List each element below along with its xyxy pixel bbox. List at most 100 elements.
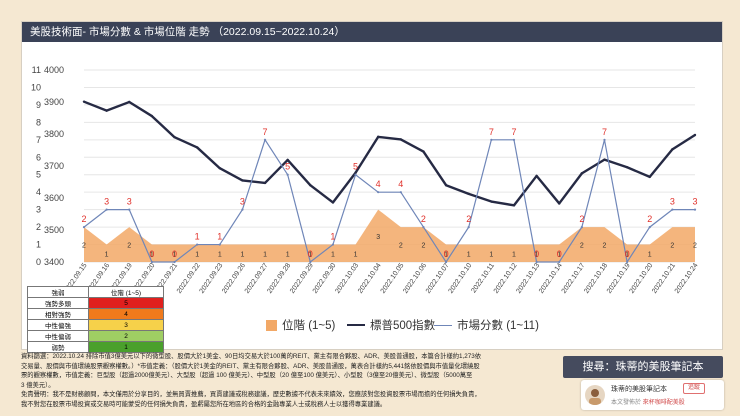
x-tick-label: 2022.10.04: [357, 262, 383, 295]
position-value-label: 1: [354, 251, 358, 258]
x-tick-label: 2022.10.13: [515, 262, 541, 295]
left-tick-label: 7: [36, 135, 41, 145]
score-value-label: 7: [489, 127, 494, 137]
position-value-label: 1: [648, 251, 652, 258]
sp500-point: [241, 179, 244, 182]
sp500-point: [82, 100, 86, 103]
score-point: [354, 173, 357, 176]
score-value-label: 0: [557, 249, 562, 259]
x-tick-label: 2022.10.14: [538, 262, 564, 295]
sp500-point: [354, 171, 357, 174]
position-swatch-icon: [266, 319, 277, 331]
left-tick-label: 5: [36, 170, 41, 180]
x-tick-label: 2022.10.24: [674, 262, 700, 295]
notes-text: 資料篩選：2022.10.24 排除市值3億美元以下的微型股、股價大於1美金、9…: [21, 353, 482, 408]
x-tick-label: 2022.09.27: [244, 262, 270, 295]
score-value-label: 7: [263, 127, 268, 137]
sp500-point: [535, 174, 538, 178]
x-tick-label: 2022.10.07: [425, 262, 451, 295]
legend: 位階 (1~5) 標普500指數 市場分數 (1~11): [22, 317, 722, 335]
position-value-label: 1: [557, 251, 561, 258]
score-point: [173, 260, 176, 264]
score-value-label: 3: [104, 197, 109, 207]
position-value-label: 1: [240, 251, 244, 258]
right-tick-label: 3500: [44, 225, 64, 235]
score-value-label: 7: [602, 127, 607, 137]
strength-row: 弱勢 1: [27, 341, 164, 353]
position-area: 2 1 2 1 1 1 1 1 1 1 1 1 1 3 2 2 1 1 1 1 1 1 2 2 1 1 2 2: [82, 209, 697, 262]
position-value-label: 2: [82, 243, 86, 250]
score-value-label: 5: [285, 162, 290, 172]
score-point: [286, 173, 289, 176]
profile-name: 珠蒂的美股筆記本: [611, 386, 667, 393]
sp500-point: [693, 133, 697, 137]
avatar-icon: [589, 389, 601, 405]
sp500-point: [309, 184, 312, 187]
sp500-point: [422, 150, 425, 153]
sp500-point: [105, 109, 108, 112]
strength-row: 中性偏強 3: [27, 319, 164, 331]
sp500-point: [603, 158, 606, 161]
score-point: [671, 208, 674, 211]
position-value-label: 2: [421, 243, 425, 250]
score-line: [83, 138, 695, 264]
score-value-label: 0: [149, 249, 154, 259]
score-value-label: 2: [579, 214, 584, 224]
score-value-label: 3: [670, 197, 675, 207]
position-value-label: 1: [444, 251, 448, 258]
score-value-label: 1: [330, 232, 335, 242]
score-point: [263, 138, 267, 141]
right-tick-label: 3700: [44, 161, 64, 171]
legend-position: 位階 (1~5): [266, 317, 335, 333]
left-tick-label: 3: [36, 205, 41, 215]
score-point: [331, 243, 335, 246]
score-value-label: 1: [217, 232, 222, 242]
position-value-label: 1: [512, 251, 516, 258]
right-tick-label: 3800: [44, 129, 64, 139]
score-point: [241, 208, 244, 211]
score-point: [603, 138, 606, 141]
strength-table: 強弱 位階 (1~5) 強勢多頭 5 相對強勢 4 中性偏強 3 中性偏弱 2 …: [27, 286, 164, 353]
profile-link[interactable]: 來杯咖啡配美股: [642, 400, 685, 406]
follow-button[interactable]: 追蹤: [683, 383, 706, 394]
search-banner[interactable]: 搜尋：珠蒂的美股筆記本: [563, 356, 723, 378]
x-tick-label: 2022.10.11: [470, 262, 496, 294]
x-tick-label: 2022.09.23: [199, 262, 225, 295]
x-tick-label: 2022.09.28: [266, 262, 292, 295]
score-value-label: 0: [172, 249, 177, 259]
score-line-icon: [434, 324, 452, 326]
position-value-label: 2: [127, 243, 131, 250]
x-tick-label: 2022.10.12: [493, 262, 519, 295]
left-tick-label: 9: [36, 100, 41, 110]
score-point: [648, 225, 651, 229]
score-point: [467, 225, 470, 229]
position-value-label: 1: [625, 251, 629, 258]
position-value-label: 3: [376, 234, 380, 241]
sp500-point: [376, 135, 380, 139]
position-value-label: 1: [218, 251, 222, 258]
x-tick-label: 2022.10.06: [402, 262, 428, 295]
sp500-point: [512, 204, 516, 207]
sp500-point: [399, 138, 403, 141]
left-tick-label: 2: [36, 222, 41, 232]
sp500-point: [218, 167, 221, 170]
score-point: [82, 225, 86, 229]
right-tick-label: 3400: [44, 257, 64, 267]
score-point: [218, 243, 221, 246]
left-tick-label: 6: [36, 152, 41, 162]
score-point: [309, 260, 312, 264]
left-tick-label: 0: [36, 257, 41, 267]
sp500-point: [490, 200, 493, 203]
score-value-label: 0: [625, 249, 630, 259]
position-area-fill: [84, 209, 695, 262]
score-value-label: 0: [444, 249, 449, 259]
profile-card[interactable]: 珠蒂的美股筆記本 追蹤 本文發佈於 來杯咖啡配美股: [581, 380, 724, 410]
score-point: [580, 225, 583, 229]
x-tick-label: 2022.10.21: [651, 262, 677, 295]
sp500-point: [331, 201, 335, 204]
sp500-point: [558, 202, 561, 205]
score-value-label: 4: [398, 179, 403, 189]
sp500-point: [173, 136, 176, 139]
score-value-label: 1: [195, 232, 200, 242]
position-value-label: 1: [308, 251, 312, 258]
